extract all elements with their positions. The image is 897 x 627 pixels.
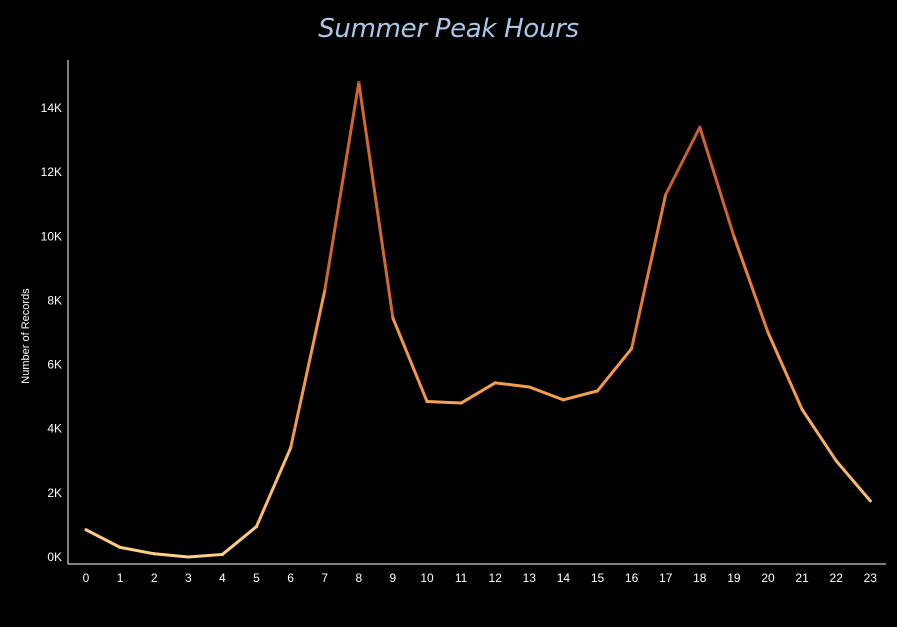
data-point (220, 552, 224, 556)
data-point (425, 399, 429, 403)
y-tick-label: 4K (47, 422, 62, 436)
y-tick-label: 2K (47, 486, 62, 500)
data-point (459, 401, 463, 405)
series-line-segment (800, 407, 838, 463)
y-tick-label: 0K (47, 550, 62, 564)
data-point (118, 545, 122, 549)
x-tick-label: 14 (557, 571, 571, 585)
data-point (766, 331, 770, 334)
y-tick-label: 14K (41, 101, 62, 115)
x-tick-label: 10 (420, 571, 434, 585)
data-point (800, 407, 804, 411)
series-line-segment (323, 80, 361, 293)
x-tick-label: 20 (761, 571, 775, 585)
data-point (391, 316, 395, 320)
series-line-segment (220, 525, 258, 556)
series-line-segment (255, 446, 293, 529)
series-line-segment (630, 193, 668, 351)
y-axis-ticks: 0K 2K 4K 6K 8K 10K 12K 14K (41, 101, 62, 564)
x-tick-label: 16 (625, 571, 639, 585)
x-tick-label: 13 (523, 571, 537, 585)
data-point (630, 347, 634, 351)
data-point (732, 234, 736, 238)
series-line-segment (391, 316, 429, 403)
series-line-segment (664, 125, 702, 197)
data-point (596, 389, 599, 393)
data-point (255, 525, 258, 529)
x-tick-label: 7 (321, 571, 328, 585)
data-point (323, 289, 327, 293)
x-tick-label: 5 (253, 571, 260, 585)
x-tick-label: 4 (219, 571, 226, 585)
data-point (186, 555, 190, 559)
series-line-segment (289, 289, 327, 450)
x-tick-label: 21 (795, 571, 809, 585)
series-line-segment (459, 381, 497, 405)
x-tick-label: 11 (455, 571, 468, 585)
data-point (289, 446, 293, 450)
x-tick-label: 3 (185, 571, 192, 585)
y-tick-label: 8K (47, 293, 62, 307)
x-tick-label: 0 (83, 571, 90, 585)
axes (67, 60, 886, 565)
data-point (357, 80, 361, 84)
y-axis-label: Number of Records (20, 288, 32, 384)
data-point (561, 398, 565, 402)
series-line-segment (732, 234, 770, 334)
series-line-segment (834, 459, 872, 503)
series-line-group (84, 80, 872, 559)
series-line-segment (152, 552, 190, 559)
series-line-segment (527, 385, 565, 402)
data-point (664, 193, 668, 197)
series-line-segment (561, 389, 599, 402)
x-tick-label: 19 (727, 571, 741, 585)
x-tick-label: 23 (864, 571, 878, 585)
x-tick-label: 12 (489, 571, 503, 585)
x-tick-label: 15 (591, 571, 605, 585)
y-tick-label: 10K (41, 229, 62, 243)
series-line-segment (596, 347, 634, 393)
x-axis-ticks: 0 1 2 3 4 5 6 7 8 9 10 11 12 13 14 15 16 17 18 19 20 21 22 23 (83, 571, 878, 585)
data-point (868, 499, 872, 503)
series-line-segment (118, 545, 156, 556)
data-point (698, 125, 702, 129)
x-tick-label: 8 (355, 571, 362, 585)
x-tick-label: 17 (659, 571, 673, 585)
series-line-segment (357, 80, 395, 320)
x-tick-label: 2 (151, 571, 158, 585)
x-tick-label: 9 (390, 571, 397, 585)
chart-title: Summer Peak Hours (318, 14, 579, 44)
series-line-segment (425, 399, 463, 405)
series-line-segment (766, 331, 804, 411)
series-line-segment (493, 381, 531, 389)
data-point (493, 381, 497, 385)
y-tick-label: 12K (41, 165, 62, 179)
series-line-segment (698, 125, 736, 238)
data-point (84, 528, 88, 532)
data-point (152, 552, 156, 556)
series-line-segment (186, 552, 224, 559)
x-tick-label: 1 (117, 571, 124, 585)
y-tick-label: 6K (47, 358, 62, 372)
x-tick-label: 18 (693, 571, 707, 585)
data-point (834, 459, 838, 463)
series-line-segment (84, 528, 122, 549)
data-point (527, 385, 531, 389)
x-tick-label: 6 (287, 571, 294, 585)
x-tick-label: 22 (830, 571, 844, 585)
